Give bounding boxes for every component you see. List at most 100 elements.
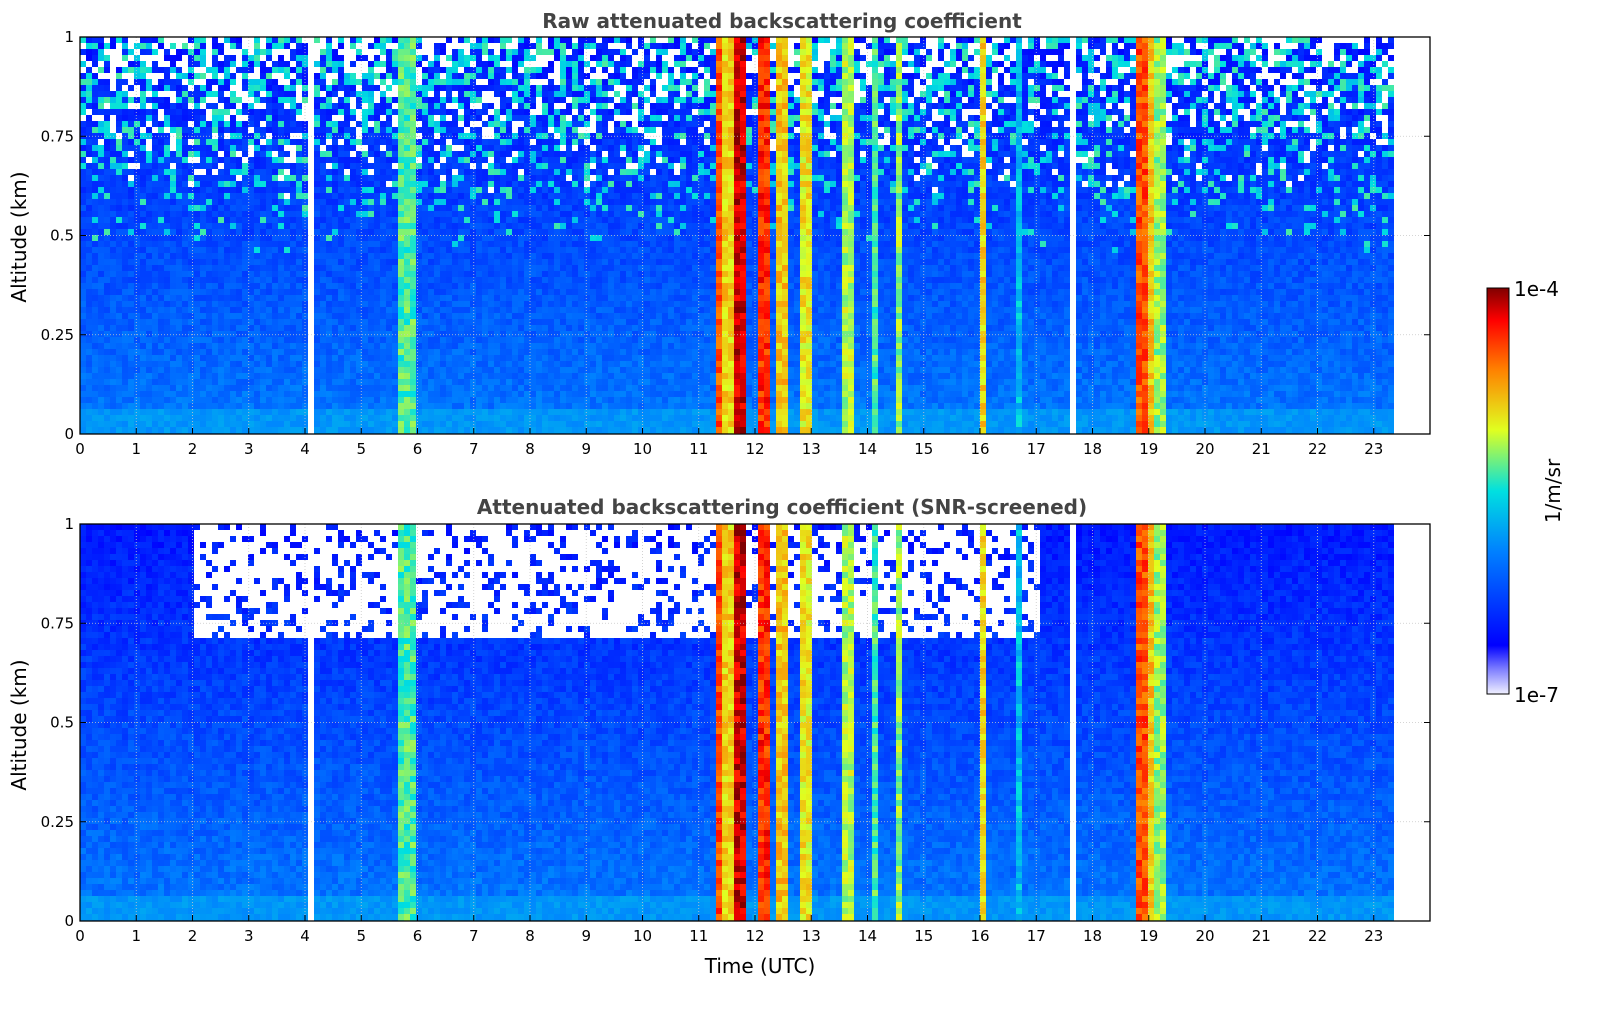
heatmap-cell [380,379,386,385]
heatmap-cell [140,355,146,361]
heatmap-cell [266,55,272,61]
heatmap-cell [98,103,104,109]
heatmap-cell [212,259,218,265]
heatmap-cell [98,355,104,361]
heatmap-cell [266,397,272,403]
heatmap-cell [314,61,320,67]
heatmap-cell [86,409,92,415]
heatmap-cell [272,139,278,145]
heatmap-cell [284,325,290,331]
heatmap-cell [224,385,230,391]
heatmap-cell [326,247,332,253]
heatmap-cell [242,385,248,391]
heatmap-cell [182,169,188,175]
heatmap-cell [104,175,110,181]
heatmap-cell [254,211,260,217]
heatmap-cell [290,373,296,379]
heatmap-cell [320,277,326,283]
heatmap-cell [194,187,200,193]
heatmap-cell [122,319,128,325]
heatmap-cell [224,121,230,127]
heatmap-cell [236,253,242,259]
heatmap-cell [230,265,236,271]
heatmap-cell [206,253,212,259]
heatmap-cell [98,331,104,337]
heatmap-cell [272,79,278,85]
heatmap-cell [164,283,170,289]
heatmap-cell [224,67,230,73]
heatmap-cell [86,367,92,373]
heatmap-cell [338,169,344,175]
heatmap-cell [182,211,188,217]
heatmap-cell [212,103,218,109]
heatmap-cell [146,253,152,259]
heatmap-cell [134,421,140,427]
heatmap-cell [80,415,86,421]
heatmap-cell [296,187,302,193]
heatmap-cell [218,85,224,91]
heatmap-cell [182,301,188,307]
heatmap-cell [296,289,302,295]
heatmap-cell [236,97,242,103]
heatmap-cell [332,337,338,343]
heatmap-cell [98,181,104,187]
heatmap-cell [254,289,260,295]
heatmap-cell [224,409,230,415]
heatmap-cell [314,211,320,217]
heatmap-cell [278,367,284,373]
heatmap-cell [374,379,380,385]
heatmap-cell [176,247,182,253]
heatmap-cell [344,265,350,271]
heatmap-cell [326,295,332,301]
heatmap-cell [92,241,98,247]
heatmap-cell [110,343,116,349]
heatmap-cell [164,319,170,325]
heatmap-cell [104,283,110,289]
heatmap-cell [350,79,356,85]
heatmap-cell [146,271,152,277]
heatmap-cell [320,163,326,169]
heatmap-cell [212,253,218,259]
heatmap-cell [158,187,164,193]
heatmap-cell [128,229,134,235]
heatmap-cell [176,355,182,361]
heatmap-cell [266,199,272,205]
heatmap-cell [188,361,194,367]
heatmap-cell [296,397,302,403]
heatmap-cell [332,313,338,319]
heatmap-cell [284,295,290,301]
heatmap-column [218,43,224,434]
heatmap-cell [278,343,284,349]
heatmap-cell [230,427,236,433]
heatmap-cell [332,409,338,415]
heatmap-cell [266,325,272,331]
heatmap-cell [284,115,290,121]
heatmap-cell [104,385,110,391]
heatmap-cell [140,253,146,259]
heatmap-cell [146,313,152,319]
heatmap-cell [116,385,122,391]
heatmap-cell [152,271,158,277]
heatmap-cell [128,61,134,67]
heatmap-cell [92,193,98,199]
heatmap-cell [176,307,182,313]
heatmap-cell [164,409,170,415]
heatmap-cell [170,355,176,361]
heatmap-cell [200,247,206,253]
heatmap-cell [92,85,98,91]
heatmap-cell [188,355,194,361]
heatmap-cell [290,289,296,295]
heatmap-cell [380,367,386,373]
heatmap-cell [368,361,374,367]
heatmap-cell [218,43,224,49]
heatmap-cell [170,55,176,61]
heatmap-cell [194,145,200,151]
heatmap-cell [272,211,278,217]
heatmap-cell [380,301,386,307]
heatmap-cell [260,97,266,103]
heatmap-cell [374,421,380,427]
heatmap-cell [206,259,212,265]
heatmap-cell [200,325,206,331]
heatmap-cell [104,145,110,151]
heatmap-cell [290,343,296,349]
